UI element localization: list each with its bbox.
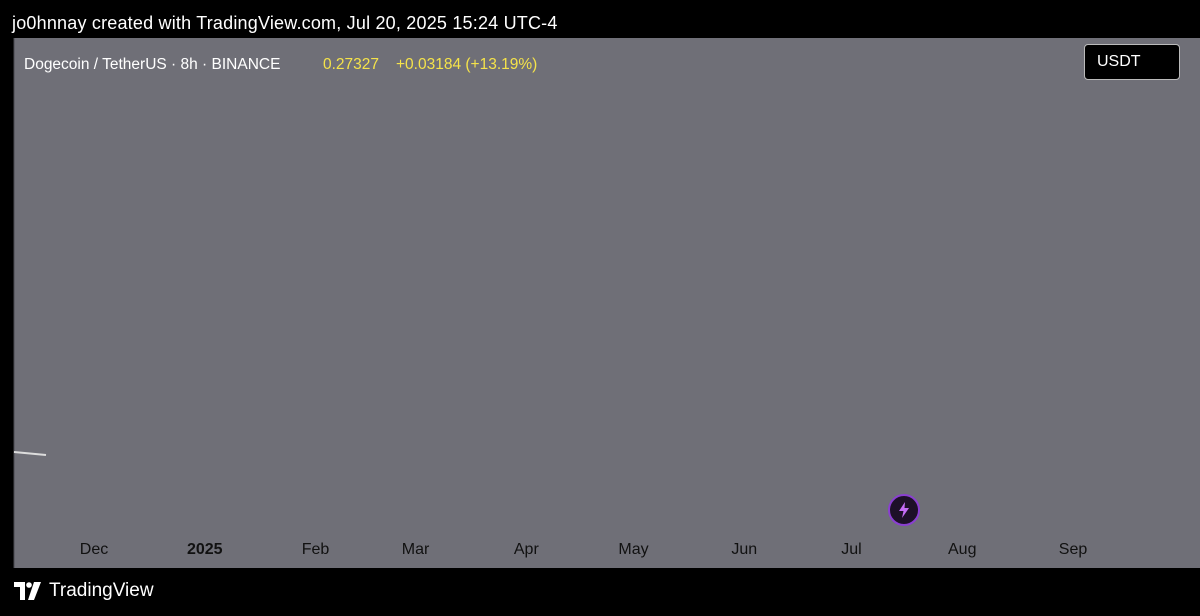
time-tick-Sep: Sep [1059, 541, 1088, 558]
time-tick-Aug: Aug [948, 541, 976, 558]
legend: Dogecoin / TetherUS · 8h · BINANCE 0.273… [24, 56, 537, 73]
header-bar: jo0hnnay created with TradingView.com, J… [0, 0, 1200, 38]
author-line: jo0hnnay created with TradingView.com, J… [12, 13, 558, 33]
tradingview-logo-icon [14, 582, 41, 600]
plot-area[interactable] [14, 38, 1080, 530]
legend-change: +0.03184 (+13.19%) [396, 56, 537, 73]
time-tick-Jul: Jul [841, 541, 861, 558]
time-tick-Apr: Apr [514, 541, 540, 558]
drawing-stub-line [13, 451, 47, 456]
lightning-bolt-icon[interactable] [888, 494, 920, 526]
footer-bar [0, 568, 1200, 616]
bolt-glyph-icon [899, 502, 909, 518]
time-axis-area [14, 530, 1080, 568]
footer-brand[interactable]: TradingView [14, 580, 154, 602]
footer-brand-text: TradingView [49, 580, 154, 601]
time-tick-Feb: Feb [302, 541, 330, 558]
time-tick-Dec: Dec [80, 541, 108, 558]
time-tick-May: May [618, 541, 648, 558]
legend-symbol: Dogecoin / TetherUS · 8h · BINANCE [24, 56, 280, 73]
time-axis-layer: Dec 2025 Feb Mar Apr May Jun Jul Aug Sep [80, 541, 1088, 558]
price-axis-area [1080, 38, 1200, 568]
currency-button[interactable]: USDT [1084, 44, 1180, 80]
time-tick-Jun: Jun [731, 541, 757, 558]
time-tick-2025: 2025 [187, 541, 223, 558]
legend-price: 0.27327 [323, 56, 379, 73]
time-tick-Mar: Mar [402, 541, 430, 558]
